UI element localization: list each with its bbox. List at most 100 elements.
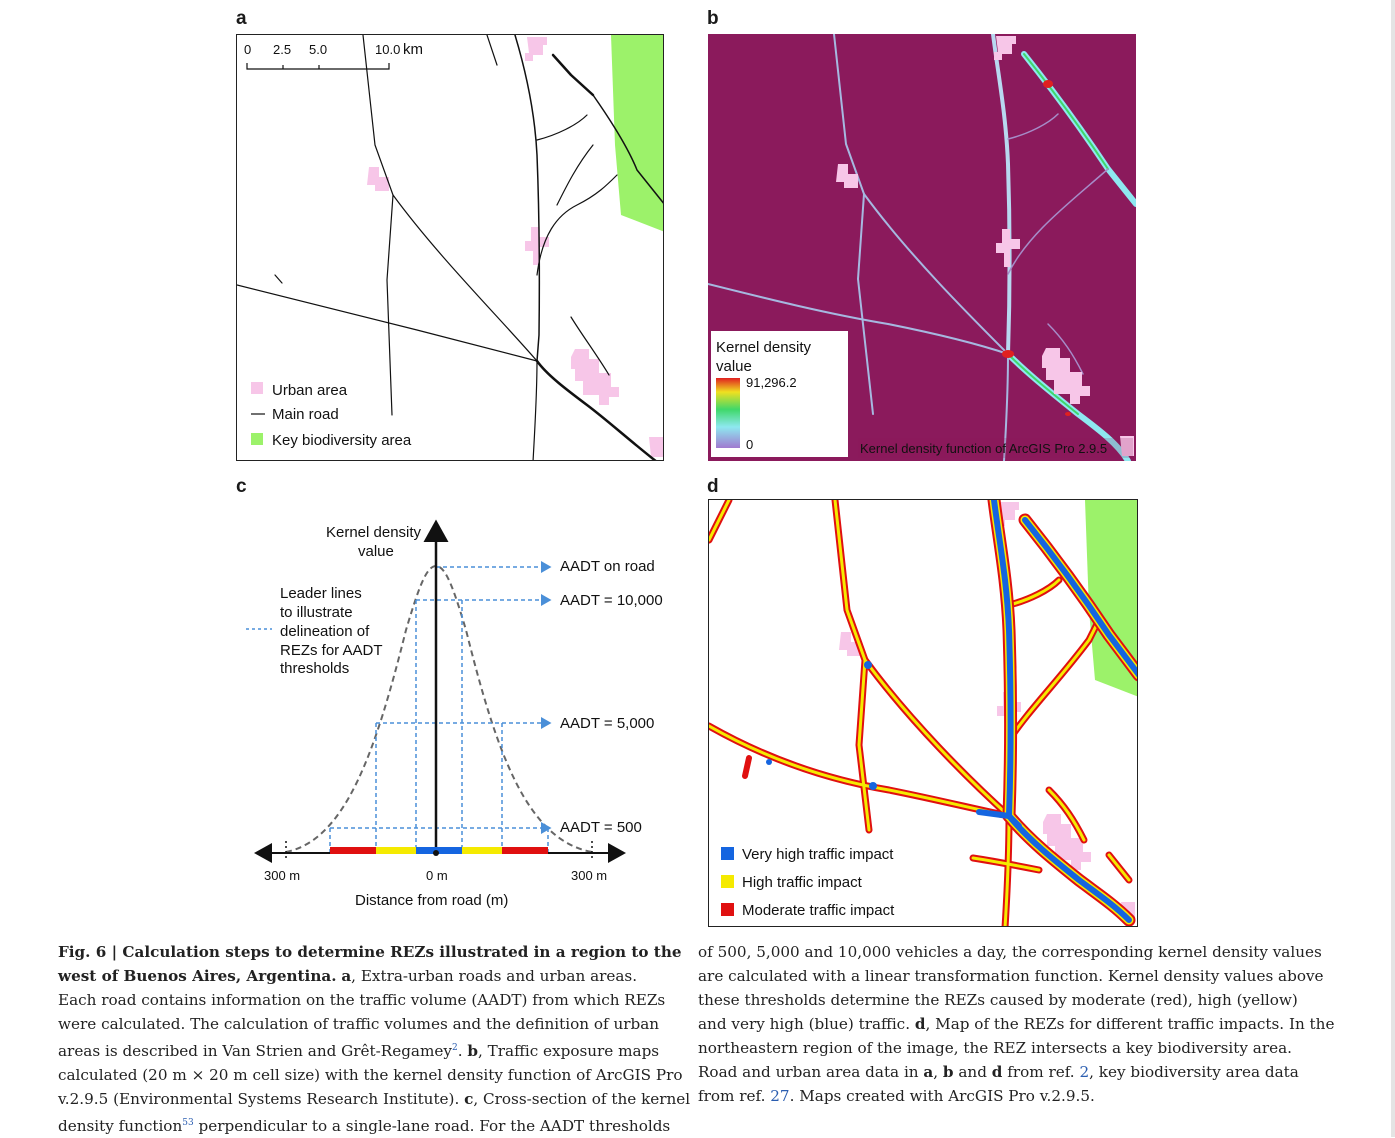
cap-r4-b: d <box>914 1015 926 1033</box>
cap-l5-sup-link[interactable]: 2 <box>451 1043 458 1053</box>
label-aadt-500: AADT = 500 <box>560 819 642 836</box>
label-aadt-on-road: AADT on road <box>560 558 655 575</box>
panel-b-map: Kernel density value 91,296.2 0 Kernel d… <box>708 34 1136 461</box>
d-legend-moderate: Moderate traffic impact <box>742 902 895 919</box>
cap-l4: were calculated. The calculation of traf… <box>58 1015 660 1033</box>
cap-r6-sep1: , <box>933 1063 943 1081</box>
caption-title-2: west of Buenos Aires, Argentina. <box>58 967 337 985</box>
c-leader-5: thresholds <box>280 660 349 677</box>
c-leader-4: REZs for AADT <box>280 642 383 659</box>
scale-tick-10: 10.0 <box>375 42 400 57</box>
panel-d-map: Very high traffic impact High traffic im… <box>708 499 1138 927</box>
label-aadt-10000: AADT = 10,000 <box>560 592 663 609</box>
panel-a-svg: 0 2.5 5.0 10.0 km Urban area Main road K… <box>237 35 663 460</box>
cap-r1: of 500, 5,000 and 10,000 vehicles a day,… <box>698 943 1322 961</box>
cap-l6: calculated (20 m × 20 m cell size) with … <box>58 1066 683 1085</box>
d-legend-high: High traffic impact <box>742 874 863 891</box>
legend-road-label: Main road <box>272 406 339 423</box>
x-tick-right: 300 m <box>571 868 607 883</box>
caption-right: of 500, 5,000 and 10,000 vehicles a day,… <box>698 940 1378 1108</box>
c-xlabel: Distance from road (m) <box>355 892 508 909</box>
panel-d-svg: Very high traffic impact High traffic im… <box>709 500 1137 926</box>
cap-l8-pre: density function <box>58 1117 183 1136</box>
panel-a-letter: a <box>236 8 247 29</box>
cap-l7-pre: v.2.9.5 (Environmental Systems Research … <box>58 1090 465 1109</box>
kd-legend-title-2: value <box>716 358 752 375</box>
d-rez-roads <box>709 500 1137 926</box>
cap-r6-b1: a <box>923 1063 934 1081</box>
kd-legend-title-1: Kernel density <box>716 339 812 356</box>
panel-b-legend: Kernel density value 91,296.2 0 <box>711 331 848 457</box>
cap-l5-pre: areas is described in Van Strien and Grê… <box>58 1042 452 1061</box>
cap-r6-sep2: and <box>953 1063 992 1081</box>
cap-r6-b3: d <box>991 1063 1003 1081</box>
panel-a-legend: Urban area Main road Key biodiversity ar… <box>251 382 412 449</box>
cap-l5-b: b <box>467 1042 478 1061</box>
kernel-curve <box>285 564 593 853</box>
cap-l8-sup-link[interactable]: 53 <box>182 1118 194 1129</box>
cap-r6-pre: Road and urban area data in <box>698 1063 924 1081</box>
panel-b-letter: b <box>707 8 719 29</box>
cap-r6-b2: b <box>942 1063 954 1081</box>
panel-d-letter: d <box>707 476 719 497</box>
kd-min-value: 0 <box>746 437 753 452</box>
scale-tick-0: 0 <box>244 42 251 57</box>
caption-title-1: Fig. 6 | Calculation steps to determine … <box>58 943 682 961</box>
very-high-swatch <box>721 847 734 860</box>
rez-high-left <box>376 847 416 854</box>
c-leader-2: to illustrate <box>280 604 353 621</box>
high-swatch <box>721 875 734 888</box>
panel-c-letter: c <box>236 476 247 497</box>
cap-l7-post: , Cross-section of the kernel <box>473 1090 691 1109</box>
c-ylabel-1: Kernel density <box>326 524 422 541</box>
d-legend-very-high: Very high traffic impact <box>742 846 894 863</box>
rez-high-right <box>462 847 502 854</box>
cap-r6-mid: from ref. <box>1002 1063 1080 1081</box>
cap-l3: Each road contains information on the tr… <box>58 991 666 1009</box>
panel-d-legend: Very high traffic impact High traffic im… <box>721 846 895 919</box>
rez-very-high <box>416 847 462 854</box>
kd-color-ramp <box>716 378 740 448</box>
cap-r4-post: , Map of the REZs for different traffic … <box>925 1015 1335 1033</box>
legend-urban-label: Urban area <box>272 382 348 399</box>
cap-r6-ref-link[interactable]: 2 <box>1079 1063 1090 1081</box>
urban-swatch <box>251 382 263 394</box>
cap-r2: are calculated with a linear transformat… <box>698 967 1324 985</box>
rez-moderate-left <box>330 847 376 854</box>
c-leader-1: Leader lines <box>280 585 362 602</box>
roads <box>237 35 663 460</box>
cap-l2-b2: a <box>341 967 352 985</box>
panel-c-chart: Kernel density value Leader lines to ill… <box>246 519 663 909</box>
cap-r7-post: . Maps created with ArcGIS Pro v.2.9.5. <box>789 1087 1095 1105</box>
cap-r5: northeastern region of the image, the RE… <box>698 1039 1292 1057</box>
x-tick-left: 300 m <box>264 868 300 883</box>
scale-bar: 0 2.5 5.0 10.0 km <box>244 41 423 70</box>
cap-l8-post: perpendicular to a single-lane road. For… <box>193 1117 671 1136</box>
kba-swatch <box>251 433 263 445</box>
c-ylabel-2: value <box>358 543 394 560</box>
density-urban-areas <box>836 36 1134 456</box>
page-scrollbar[interactable] <box>1391 0 1395 1137</box>
leader-lines <box>329 561 552 852</box>
label-aadt-5000: AADT = 5,000 <box>560 715 654 732</box>
cap-l7-b: c <box>464 1090 474 1109</box>
legend-kba-label: Key biodiversity area <box>272 432 412 449</box>
x-tick-center: 0 m <box>426 868 448 883</box>
kd-credit: Kernel density function of ArcGIS Pro 2.… <box>860 441 1107 456</box>
cap-r7-ref-link[interactable]: 27 <box>770 1087 790 1105</box>
cap-r7-pre: from ref. <box>698 1087 771 1105</box>
scale-tick-2-5: 2.5 <box>273 42 291 57</box>
cap-r4-pre: and very high (blue) traffic. <box>698 1015 915 1033</box>
rez-moderate-right <box>502 847 548 854</box>
urban-areas <box>367 37 663 457</box>
scale-unit: km <box>403 41 423 58</box>
moderate-swatch <box>721 903 734 916</box>
kba-polygon <box>611 35 663 232</box>
caption-left: Fig. 6 | Calculation steps to determine … <box>58 940 690 1138</box>
c-leader-3: delineation of <box>280 623 370 640</box>
cap-r6-post: , key biodiversity area data <box>1089 1063 1299 1081</box>
cap-r3: these thresholds determine the REZs caus… <box>698 991 1298 1009</box>
panel-a-map: 0 2.5 5.0 10.0 km Urban area Main road K… <box>236 34 664 461</box>
cap-l5-mid: . <box>457 1042 468 1061</box>
panel-b-svg: Kernel density value 91,296.2 0 Kernel d… <box>708 34 1136 461</box>
